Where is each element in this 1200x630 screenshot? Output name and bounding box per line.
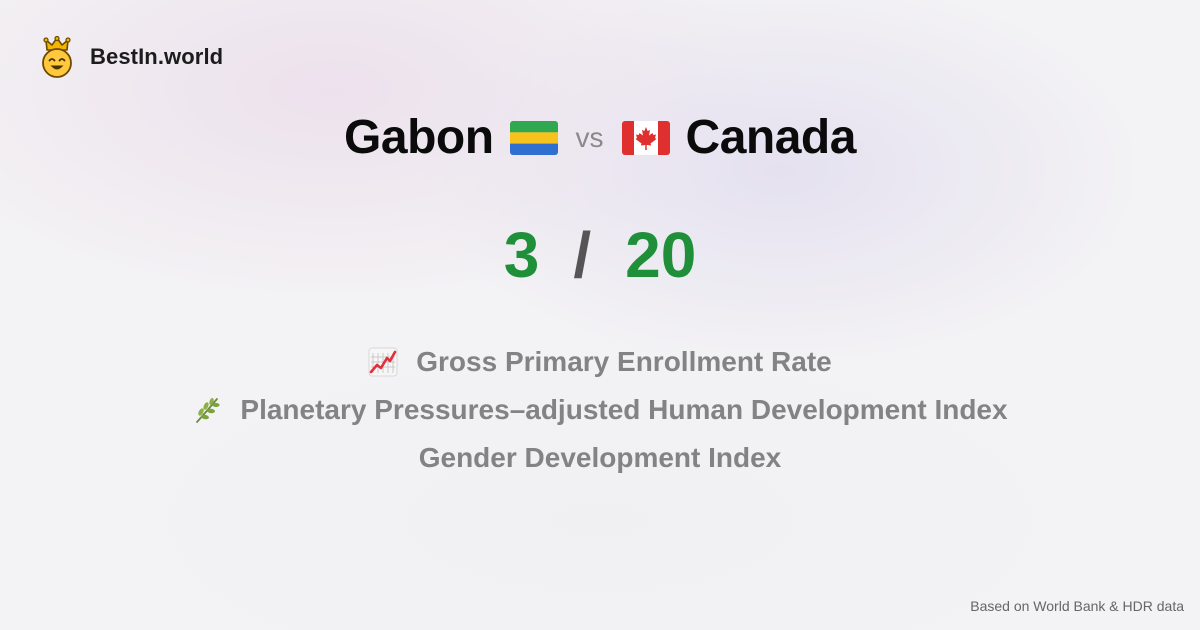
chart-increasing-icon bbox=[368, 347, 398, 377]
score-separator: / bbox=[573, 219, 592, 291]
left-score: 3 bbox=[503, 219, 540, 291]
canada-flag-icon bbox=[621, 120, 670, 155]
metric-item: Gender Development Index bbox=[0, 434, 1200, 482]
metric-item: Gross Primary Enrollment Rate bbox=[0, 338, 1200, 386]
metric-label: Gross Primary Enrollment Rate bbox=[416, 346, 832, 377]
metric-item: Planetary Pressures–adjusted Human Devel… bbox=[0, 386, 1200, 434]
right-country-name: Canada bbox=[685, 111, 857, 164]
gabon-flag-icon bbox=[509, 120, 558, 155]
score-display: 3 / 20 bbox=[0, 218, 1200, 292]
brand-name: BestIn.world bbox=[90, 44, 224, 69]
source-note: Based on World Bank & HDR data bbox=[970, 598, 1184, 614]
brand-logo[interactable]: BestIn.world bbox=[38, 36, 223, 78]
comparison-title: Gabon vs Canada bbox=[0, 110, 1200, 165]
right-score: 20 bbox=[625, 219, 697, 291]
herb-icon bbox=[192, 395, 222, 425]
metrics-list: Gross Primary Enrollment Rate Planetary … bbox=[0, 338, 1200, 482]
metric-label: Planetary Pressures–adjusted Human Devel… bbox=[240, 394, 1008, 425]
vs-label: vs bbox=[575, 121, 604, 153]
crowned-smiley-icon bbox=[42, 36, 72, 78]
metric-label: Gender Development Index bbox=[418, 442, 782, 473]
left-country-name: Gabon bbox=[344, 111, 494, 164]
